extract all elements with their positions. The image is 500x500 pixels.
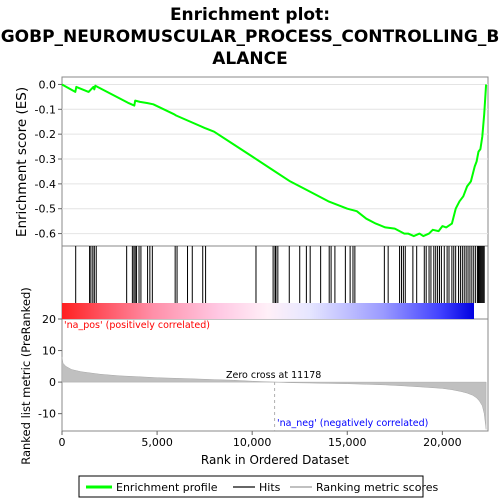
es-y-tick-label: -0.5 <box>35 203 56 216</box>
legend: Enrichment profile Hits Ranking metric s… <box>78 475 438 498</box>
es-line-layer <box>61 83 488 238</box>
es-y-tick-label: 0.0 <box>39 78 57 91</box>
title-line-3: ALANCE <box>212 49 287 69</box>
es-gridlines <box>62 83 488 235</box>
es-y-tick-label: -0.6 <box>35 228 56 241</box>
metric-y-tick-label: 10 <box>42 345 56 358</box>
es-y-axis: 0.0 -0.1 -0.2 -0.3 -0.4 -0.5 -0.6 <box>35 78 62 241</box>
x-tick-label: 5,000 <box>141 436 173 449</box>
rank-color-bar <box>62 303 474 319</box>
chart-title: Enrichment plot: GOBP_NEUROMUSCULAR_PROC… <box>1 5 500 69</box>
legend-es-label: Enrichment profile <box>116 481 218 494</box>
metric-layer <box>61 356 487 431</box>
es-y-tick-label: -0.3 <box>35 153 56 166</box>
es-y-tick-label: -0.1 <box>35 103 56 116</box>
metric-y-tick-label: -10 <box>38 408 56 421</box>
title-line-1: Enrichment plot: <box>170 5 330 25</box>
x-tick-label: 0 <box>59 436 66 449</box>
x-tick-label: 10,000 <box>233 436 272 449</box>
x-axis-label: Rank in Ordered Dataset <box>201 453 349 467</box>
metric-y-tick-label: 20 <box>42 313 56 326</box>
metric-area <box>61 356 487 430</box>
metric-y-axis: 20 10 0 -10 <box>38 313 62 421</box>
zero-cross-label: Zero cross at 11178 <box>226 370 321 381</box>
metric-y-tick-label: 0 <box>49 376 56 389</box>
legend-metric-label: Ranking metric scores <box>316 481 438 494</box>
legend-hits-label: Hits <box>259 481 281 494</box>
pos-correlated-label: 'na_pos' (positively correlated) <box>64 320 210 331</box>
x-tick-label: 15,000 <box>328 436 367 449</box>
es-y-tick-label: -0.4 <box>35 178 56 191</box>
metric-y-axis-label: Ranked list metric (PreRanked) <box>19 287 33 465</box>
x-axis: 0 5,000 10,000 15,000 20,000 <box>59 431 462 449</box>
es-y-axis-label: Enrichment score (ES) <box>14 87 30 237</box>
es-y-tick-label: -0.2 <box>35 128 56 141</box>
hit-marks <box>75 246 485 303</box>
title-line-2: GOBP_NEUROMUSCULAR_PROCESS_CONTROLLING_B <box>1 27 500 47</box>
x-tick-label: 20,000 <box>423 436 462 449</box>
neg-correlated-label: 'na_neg' (negatively correlated) <box>277 418 428 429</box>
es-line <box>61 83 488 238</box>
